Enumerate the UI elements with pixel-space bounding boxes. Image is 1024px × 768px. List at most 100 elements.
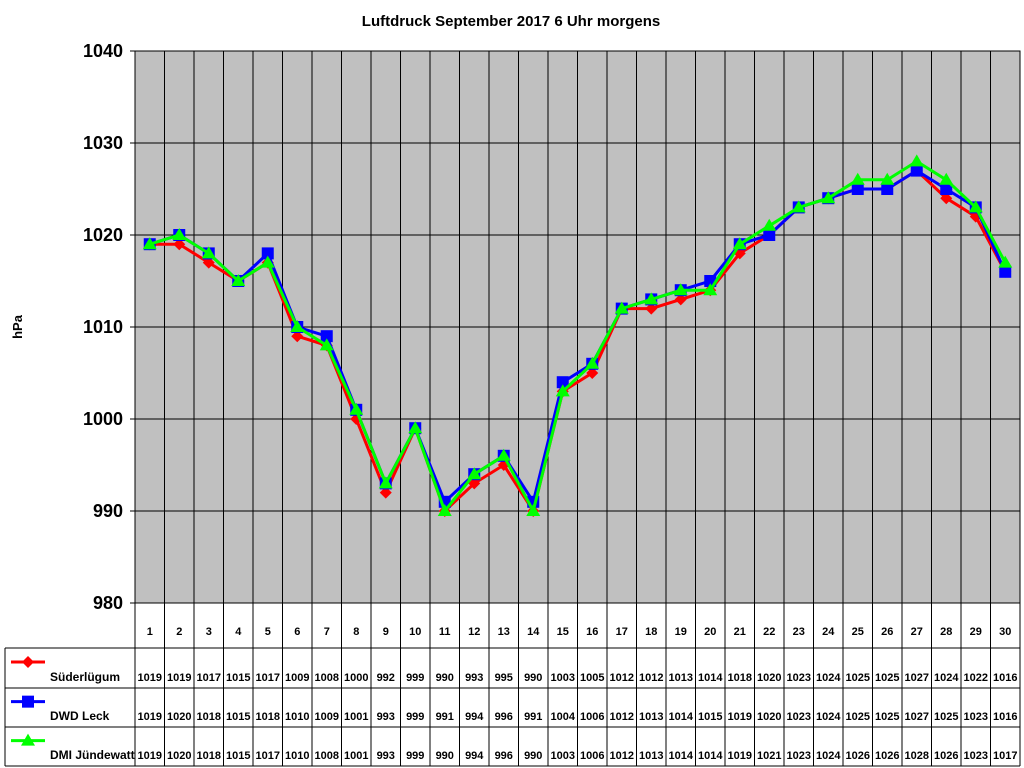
data-point-dmi-j-ndewatt	[496, 448, 511, 461]
data-point-dwd-leck	[851, 183, 864, 195]
legend-label: Süderlügum	[50, 670, 120, 684]
table-cell: 999	[406, 750, 424, 762]
table-cell: 1012	[639, 672, 663, 684]
data-point-s-derl-gum	[291, 330, 304, 343]
table-cell: 1025	[846, 711, 870, 723]
table-cell: 1025	[875, 711, 899, 723]
data-point-dmi-j-ndewatt	[349, 402, 364, 415]
table-cell: 1009	[315, 711, 339, 723]
table-cell: 1012	[610, 672, 634, 684]
x-tick-label: 18	[645, 626, 657, 638]
data-point-s-derl-gum	[379, 486, 392, 499]
table-cell: 1005	[580, 672, 604, 684]
y-tick-label: 1010	[83, 317, 123, 337]
data-point-dmi-j-ndewatt	[201, 246, 216, 259]
table-cell: 1010	[285, 711, 309, 723]
table-cell: 1003	[551, 750, 575, 762]
table-cell: 1026	[875, 750, 899, 762]
x-tick-label: 12	[468, 626, 480, 638]
table-cell: 1006	[580, 750, 604, 762]
data-point-dmi-j-ndewatt	[260, 255, 275, 268]
x-tick-label: 15	[557, 626, 569, 638]
data-point-dmi-j-ndewatt	[762, 218, 777, 231]
table-cell: 1001	[344, 711, 368, 723]
table-cell: 1025	[875, 672, 899, 684]
table-cell: 1027	[905, 711, 929, 723]
x-tick-label: 16	[586, 626, 598, 638]
data-point-dmi-j-ndewatt	[821, 191, 836, 204]
data-point-dmi-j-ndewatt	[526, 504, 541, 516]
table-cell: 1000	[344, 672, 368, 684]
data-point-dmi-j-ndewatt	[703, 283, 718, 296]
table-cell: 994	[465, 711, 484, 723]
table-cell: 1026	[846, 750, 870, 762]
data-point-dmi-j-ndewatt	[614, 301, 629, 314]
table-cell: 1021	[757, 750, 781, 762]
table-cell: 990	[436, 672, 454, 684]
data-point-dmi-j-ndewatt	[791, 200, 806, 213]
data-point-dwd-leck	[556, 376, 569, 389]
table-cell: 1026	[934, 750, 958, 762]
x-tick-label: 7	[324, 626, 330, 638]
data-point-dwd-leck	[881, 183, 894, 195]
table-cell: 1023	[787, 672, 811, 684]
data-point-s-derl-gum	[674, 293, 687, 306]
y-tick-label: 1030	[83, 133, 123, 153]
x-tick-label: 22	[763, 626, 775, 638]
data-point-dmi-j-ndewatt	[290, 320, 305, 332]
data-point-dmi-j-ndewatt	[998, 255, 1013, 268]
table-cell: 1008	[315, 672, 339, 684]
series-line-dmi-j-ndewatt	[149, 159, 1007, 516]
data-point-dmi-j-ndewatt	[939, 172, 954, 185]
x-tick-label: 23	[793, 626, 805, 638]
data-point-dwd-leck	[999, 265, 1012, 278]
table-cell: 1003	[551, 672, 575, 684]
table-cell: 996	[495, 711, 513, 723]
legend-marker	[22, 656, 34, 668]
table-cell: 1015	[698, 711, 722, 723]
table-cell: 990	[524, 750, 542, 762]
x-tick-label: 5	[265, 626, 271, 638]
table-cell: 1020	[757, 711, 781, 723]
data-table: 1 2 3 4 5 6 7 8 9 10 11 12 13 14 15 16 17 18 19 20 21 22 23 24 2…	[4, 626, 1020, 767]
table-cell: 1017	[993, 750, 1017, 762]
data-point-dmi-j-ndewatt	[378, 476, 393, 489]
chart-title: Luftdruck September 2017 6 Uhr morgens	[362, 13, 660, 30]
table-cell: 1013	[639, 750, 663, 762]
data-point-dmi-j-ndewatt	[968, 200, 983, 213]
data-point-dmi-j-ndewatt	[467, 467, 482, 480]
data-point-dmi-j-ndewatt	[644, 292, 659, 305]
table-cell: 1015	[226, 672, 250, 684]
y-tick-label: 990	[93, 501, 123, 521]
table-cell: 1019	[138, 750, 162, 762]
y-tick-label: 1040	[83, 41, 123, 61]
data-point-dmi-j-ndewatt	[850, 172, 865, 185]
table-cell: 991	[524, 711, 542, 723]
table-cell: 1014	[698, 672, 723, 684]
table-cell: 1020	[167, 750, 191, 762]
x-tick-label: 1	[147, 626, 153, 638]
data-point-dmi-j-ndewatt	[585, 356, 600, 369]
x-tick-label: 13	[498, 626, 510, 638]
table-cell: 999	[406, 711, 424, 723]
table-cell: 990	[436, 750, 454, 762]
table-cell: 994	[465, 750, 484, 762]
table-cell: 1012	[610, 750, 634, 762]
data-point-s-derl-gum	[468, 477, 481, 490]
table-cell: 1006	[580, 711, 604, 723]
data-point-dmi-j-ndewatt	[231, 274, 246, 286]
table-cell: 1001	[344, 750, 368, 762]
x-tick-label: 26	[881, 626, 893, 638]
table-cell: 1012	[610, 711, 634, 723]
x-tick-label: 2	[176, 626, 182, 638]
table-cell: 1027	[905, 672, 929, 684]
table-cell: 999	[406, 672, 424, 684]
data-point-s-derl-gum	[173, 238, 186, 251]
table-cell: 1018	[256, 711, 280, 723]
y-tick-label: 1000	[83, 409, 123, 429]
table-cell: 1024	[816, 750, 841, 762]
x-tick-label: 10	[409, 626, 421, 638]
table-cell: 1018	[728, 672, 752, 684]
x-tick-label: 4	[235, 626, 242, 638]
